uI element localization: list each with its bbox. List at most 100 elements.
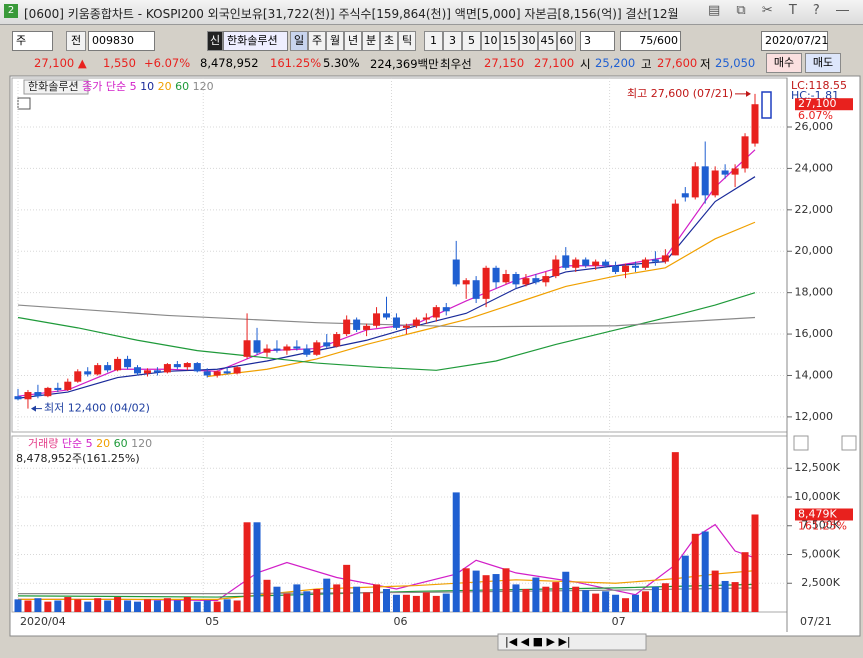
interval-button[interactable]: 45 (538, 31, 557, 51)
volume-bar (333, 584, 341, 612)
y-tick-label: 12,500K (794, 461, 840, 474)
candle-body (542, 276, 550, 283)
interval-button[interactable]: 3 (443, 31, 462, 51)
candle-body (432, 307, 440, 318)
title-bar: 2 [0600] 키움종합차트 - KOSPI200 외국인보유[31,722(… (0, 0, 863, 25)
volume-bar (213, 601, 221, 612)
candle-body (442, 307, 450, 312)
table-icon[interactable] (17, 97, 31, 110)
legend-title: 한화솔루션 (28, 80, 79, 93)
candle-body (263, 348, 271, 353)
n-select[interactable]: 3 (580, 31, 615, 51)
lc-label: LC:118.55 (791, 79, 847, 92)
ma-line (207, 221, 756, 378)
quote-bid: 27,100 (534, 56, 575, 70)
volume-bar (721, 580, 729, 612)
volume-bar (313, 588, 321, 612)
period-button[interactable]: 일 (290, 31, 308, 51)
interval-button[interactable]: 1 (424, 31, 443, 51)
volume-bar (422, 592, 430, 612)
candle-body (492, 267, 500, 283)
quote-low: 25,050 (715, 56, 756, 70)
interval-button[interactable]: 15 (500, 31, 519, 51)
legend-entry: 60 (175, 80, 189, 93)
interval-button[interactable]: 60 (557, 31, 576, 51)
candle-body (163, 364, 171, 373)
panel-button[interactable] (793, 435, 809, 451)
last-price-tag (795, 98, 853, 111)
low-arrowhead (30, 405, 36, 412)
legend-prefix: 단순 (62, 437, 82, 450)
volume-bar (462, 568, 470, 612)
candle-body (54, 387, 62, 390)
candle-body (313, 342, 321, 355)
volume-bar (751, 514, 759, 612)
code-input[interactable]: 009830 (88, 31, 155, 51)
volume-bar (651, 586, 659, 612)
quote-low-label: 저 (700, 57, 711, 71)
candle-body (422, 317, 430, 320)
volume-bar (114, 597, 122, 612)
candle-body (392, 317, 400, 328)
candle-body (253, 340, 261, 353)
candle-body (153, 370, 161, 373)
candle-body (711, 170, 719, 196)
candle-body (213, 371, 221, 376)
volume-bar (253, 522, 261, 612)
window-controls[interactable]: ▤ ⧉ ✂ T ? ― ▢ ✕ (708, 3, 863, 18)
candle-body (363, 325, 371, 330)
volume-bar (392, 594, 400, 612)
candle-body (751, 104, 759, 144)
volume-bar (293, 584, 301, 612)
period-button[interactable]: 월 (326, 31, 344, 51)
y-tick-label: 7,500K (801, 519, 840, 532)
volume-bar (612, 594, 620, 612)
volume-bar (512, 584, 520, 612)
period-button[interactable]: 주 (308, 31, 326, 51)
candle-body (721, 170, 729, 175)
view-button[interactable]: 전 (66, 31, 86, 51)
ma-line (17, 292, 756, 371)
x-tick-label: 05 (205, 615, 219, 628)
period-button[interactable]: 년 (344, 31, 362, 51)
candle-body (622, 265, 630, 272)
candle-body (552, 259, 560, 277)
quote-rate: +6.07% (144, 56, 191, 70)
volume-bar (243, 522, 251, 612)
legend-prefix: 종가 단순 (82, 80, 126, 93)
volume-bar (323, 578, 331, 612)
volume-bar (442, 593, 450, 612)
y-tick-label: 20,000 (795, 244, 834, 257)
period-button[interactable]: 초 (380, 31, 398, 51)
candle-body (741, 136, 749, 169)
volume-bar (54, 600, 62, 612)
sell-button[interactable]: 매도 (805, 53, 841, 73)
volume-bar (94, 598, 102, 612)
candle-body (502, 274, 510, 283)
buy-button[interactable]: 매수 (766, 53, 802, 73)
interval-button[interactable]: 5 (462, 31, 481, 51)
volume-bar (412, 595, 420, 612)
legend-entry: 20 (158, 80, 172, 93)
date-input[interactable]: 2020/07/21 (761, 31, 828, 51)
period-button[interactable]: 분 (362, 31, 380, 51)
scroll-controls[interactable]: |◀ ◀ ■ ▶ ▶| (505, 635, 571, 648)
legend: 거래량 단순 5 20 60 120 (28, 437, 152, 450)
title-box (23, 79, 89, 95)
volume-bar (482, 575, 490, 612)
interval-button[interactable]: 30 (519, 31, 538, 51)
volume-bar (64, 597, 72, 612)
volume-bar (283, 593, 291, 612)
period-button[interactable]: 틱 (398, 31, 416, 51)
scrollbar[interactable] (497, 633, 647, 651)
y-tick-label: 24,000 (795, 161, 834, 174)
market-select[interactable]: 주 (12, 31, 53, 51)
volume-bar (661, 583, 669, 612)
volume-bar (163, 598, 171, 612)
panel-button[interactable] (841, 435, 857, 451)
candle-body (651, 259, 659, 262)
candle-body (94, 365, 102, 375)
volume-bar (263, 579, 271, 612)
interval-button[interactable]: 10 (481, 31, 500, 51)
